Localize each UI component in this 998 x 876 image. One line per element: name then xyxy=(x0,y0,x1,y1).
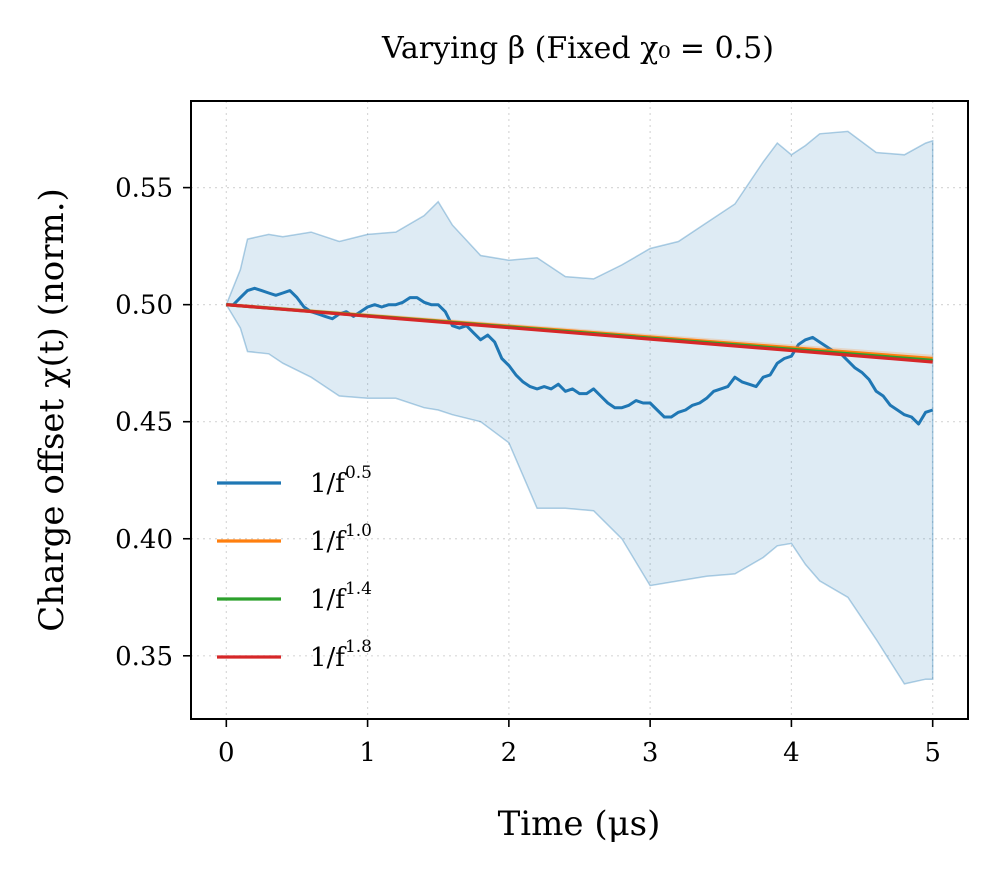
x-tick-label: 5 xyxy=(924,738,941,768)
y-tick-label: 0.55 xyxy=(115,174,173,204)
legend-label: 1/f1.4 xyxy=(310,579,372,615)
series-line-1-8 xyxy=(226,303,933,364)
x-tick-label: 4 xyxy=(783,738,800,768)
grid-lines xyxy=(191,101,968,719)
legend-label: 1/f1.0 xyxy=(310,521,372,557)
x-tick-label: 2 xyxy=(501,738,518,768)
y-tick-label: 0.50 xyxy=(115,291,173,321)
y-tick-label: 0.45 xyxy=(115,408,173,438)
legend-label: 1/f1.8 xyxy=(310,637,372,673)
tick-layer: 0 1 2 3 4 5 0.35 0.40 0.45 0.50 0.55 xyxy=(115,174,941,768)
legend: 1/f0.5 1/f1.0 1/f1.4 1/f1.8 xyxy=(217,463,372,673)
x-axis-title: Time (μs) xyxy=(498,804,661,844)
x-tick-label: 0 xyxy=(218,738,235,768)
series-layer xyxy=(226,286,934,426)
y-tick-label: 0.35 xyxy=(115,642,173,672)
y-tick-label: 0.40 xyxy=(115,525,173,555)
y-axis-title: Charge offset χ(t) (norm.) xyxy=(32,188,72,632)
legend-label: 1/f0.5 xyxy=(310,463,372,499)
x-tick-label: 1 xyxy=(359,738,376,768)
plot-frame xyxy=(190,100,969,720)
chart-title: Varying β (Fixed χ₀ = 0.5) xyxy=(381,31,774,66)
x-tick-label: 3 xyxy=(642,738,659,768)
